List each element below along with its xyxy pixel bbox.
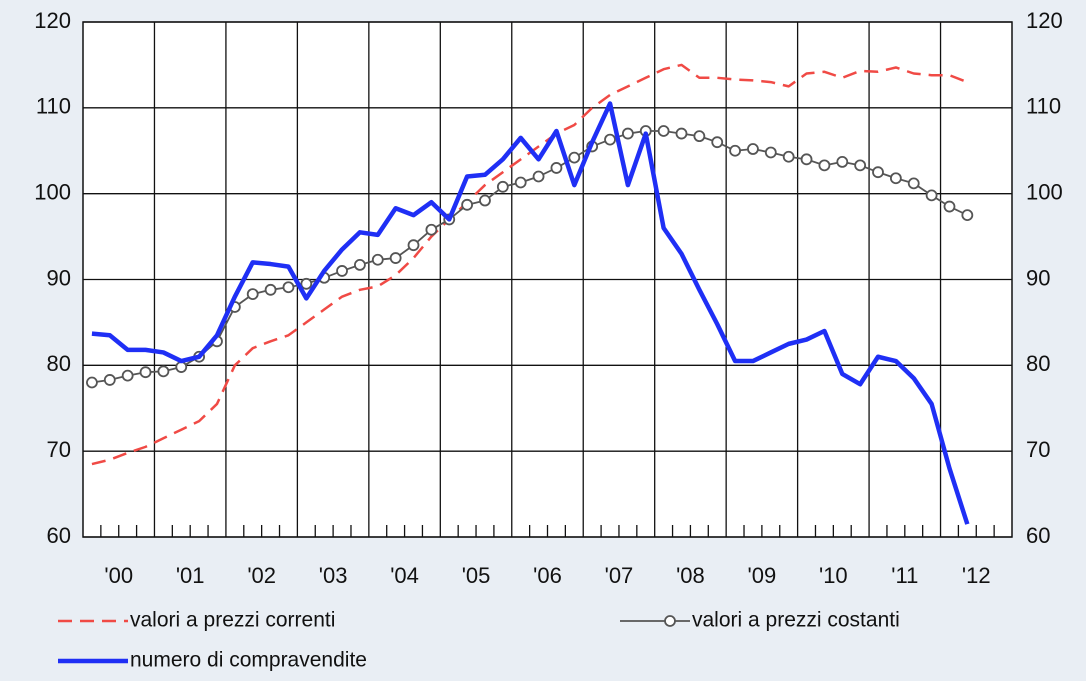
legend-label: numero di compravendite — [130, 649, 367, 672]
legend-label: valori a prezzi correnti — [130, 609, 335, 632]
y-tick-label: 120 — [34, 8, 71, 33]
marker — [747, 143, 759, 155]
marker — [621, 127, 634, 140]
marker — [354, 259, 366, 271]
marker — [907, 177, 920, 190]
marker — [657, 125, 670, 137]
marker — [425, 223, 438, 236]
marker — [818, 159, 831, 172]
marker — [550, 162, 563, 174]
marker — [121, 369, 134, 382]
series-line — [91, 63, 968, 466]
marker — [300, 277, 313, 290]
marker — [103, 374, 116, 386]
x-tick-label: '02 — [247, 563, 276, 588]
marker — [479, 194, 491, 207]
y2-tick-label: 100 — [1026, 179, 1063, 204]
x-tick-label: '12 — [962, 563, 991, 588]
x-tick-label: '04 — [390, 563, 419, 588]
marker — [246, 288, 259, 300]
x-tick-label: '03 — [319, 563, 348, 588]
marker — [336, 265, 348, 277]
legend-label: valori a prezzi costanti — [692, 609, 900, 632]
marker — [925, 189, 938, 202]
marker — [389, 252, 402, 264]
y-tick-label: 60 — [47, 523, 71, 548]
x-tick-label: '06 — [533, 563, 562, 588]
marker — [461, 198, 474, 211]
marker — [157, 365, 170, 378]
x-tick-label: '07 — [605, 563, 634, 588]
y-tick-label: 80 — [47, 351, 71, 376]
legend-marker — [664, 615, 676, 627]
marker — [675, 127, 688, 140]
marker — [800, 153, 813, 166]
x-tick-label: '09 — [748, 563, 777, 588]
marker — [836, 156, 849, 168]
marker — [175, 361, 188, 373]
marker — [782, 150, 795, 163]
x-tick-label: '05 — [462, 563, 491, 588]
x-tick-label: '00 — [104, 563, 133, 588]
x-tick-label: '01 — [176, 563, 205, 588]
marker — [139, 366, 152, 379]
x-tick-label: '10 — [819, 563, 848, 588]
y2-tick-label: 90 — [1026, 265, 1050, 290]
x-tick-label: '08 — [676, 563, 705, 588]
marker — [604, 133, 616, 146]
y-tick-label: 70 — [47, 437, 71, 462]
marker — [282, 281, 295, 294]
marker — [568, 151, 581, 164]
marker — [711, 136, 724, 149]
y2-tick-label: 80 — [1026, 351, 1050, 376]
y2-tick-label: 60 — [1026, 523, 1050, 548]
marker — [764, 146, 777, 159]
y-tick-label: 100 — [34, 179, 71, 204]
marker — [961, 209, 974, 222]
marker — [889, 172, 902, 185]
marker — [86, 376, 98, 389]
marker — [854, 159, 867, 172]
marker — [943, 200, 956, 213]
marker — [371, 253, 384, 266]
x-tick-label: '11 — [891, 563, 918, 588]
marker — [407, 239, 420, 252]
y-tick-label: 90 — [47, 265, 71, 290]
marker — [264, 283, 277, 296]
marker — [729, 144, 741, 157]
marker — [872, 166, 884, 179]
y2-tick-label: 70 — [1026, 437, 1050, 462]
marker — [693, 130, 706, 143]
marker — [532, 170, 545, 183]
marker — [514, 176, 527, 189]
y-tick-label: 110 — [36, 94, 71, 119]
series-line — [91, 101, 970, 525]
marker — [496, 180, 509, 193]
y2-tick-label: 120 — [1026, 8, 1063, 33]
y2-tick-label: 110 — [1026, 94, 1061, 119]
